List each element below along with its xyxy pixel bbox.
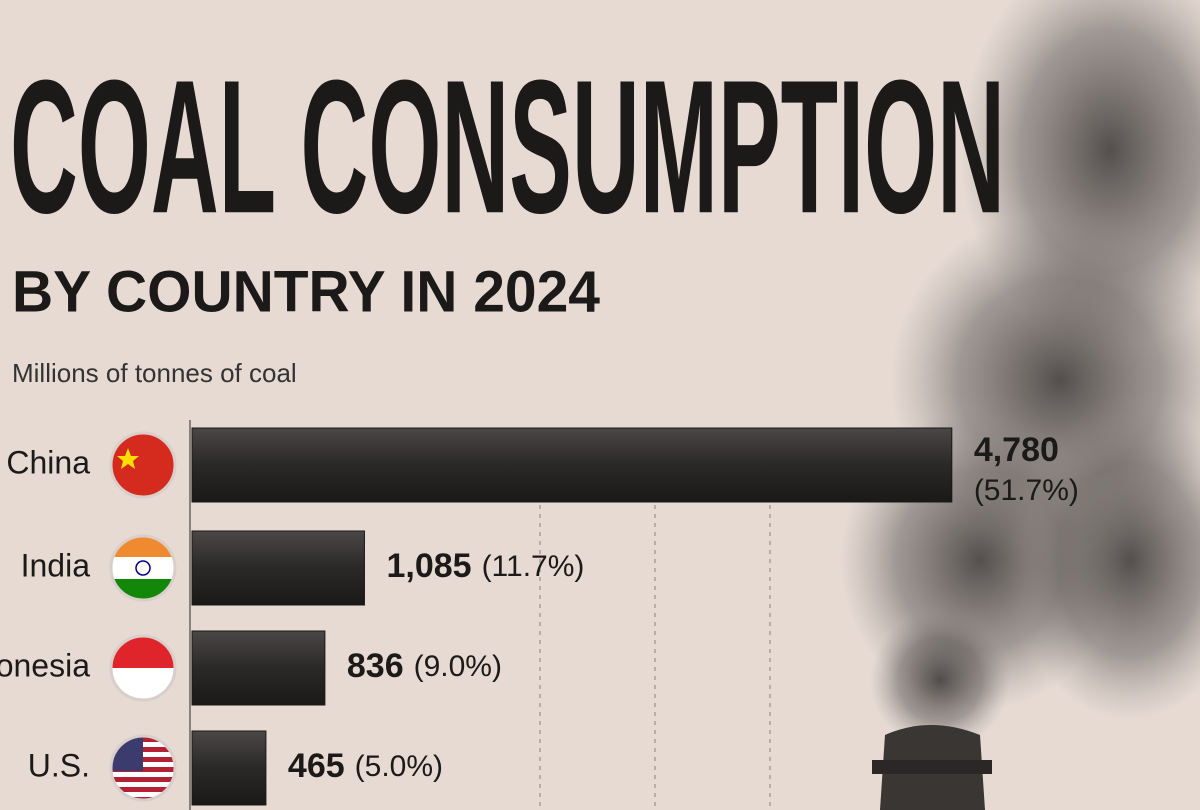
chart-subtitle: BY COUNTRY IN 2024 xyxy=(12,259,600,324)
category-label: India xyxy=(21,547,91,583)
category-label: China xyxy=(6,444,90,480)
value-label: 836 xyxy=(347,647,404,685)
share-label: (5.0%) xyxy=(355,750,443,783)
category-label: Indonesia xyxy=(0,647,90,683)
share-label: (11.7%) xyxy=(482,550,585,583)
share-label: (9.0%) xyxy=(414,650,502,683)
bar xyxy=(191,427,953,503)
grid xyxy=(539,505,771,810)
share-label: (51.7%) xyxy=(974,474,1079,507)
chart-title: COAL CONSUMPTION xyxy=(10,41,1005,253)
smoke xyxy=(840,0,1200,810)
value-label: 465 xyxy=(288,747,345,785)
category-label: U.S. xyxy=(28,747,90,783)
value-label: 1,085 xyxy=(386,547,471,585)
flags xyxy=(109,431,177,802)
bar xyxy=(191,630,326,706)
unit-label: Millions of tonnes of coal xyxy=(12,358,297,388)
bar xyxy=(191,730,267,806)
value-label: 4,780 xyxy=(974,431,1059,469)
bar xyxy=(191,530,365,606)
